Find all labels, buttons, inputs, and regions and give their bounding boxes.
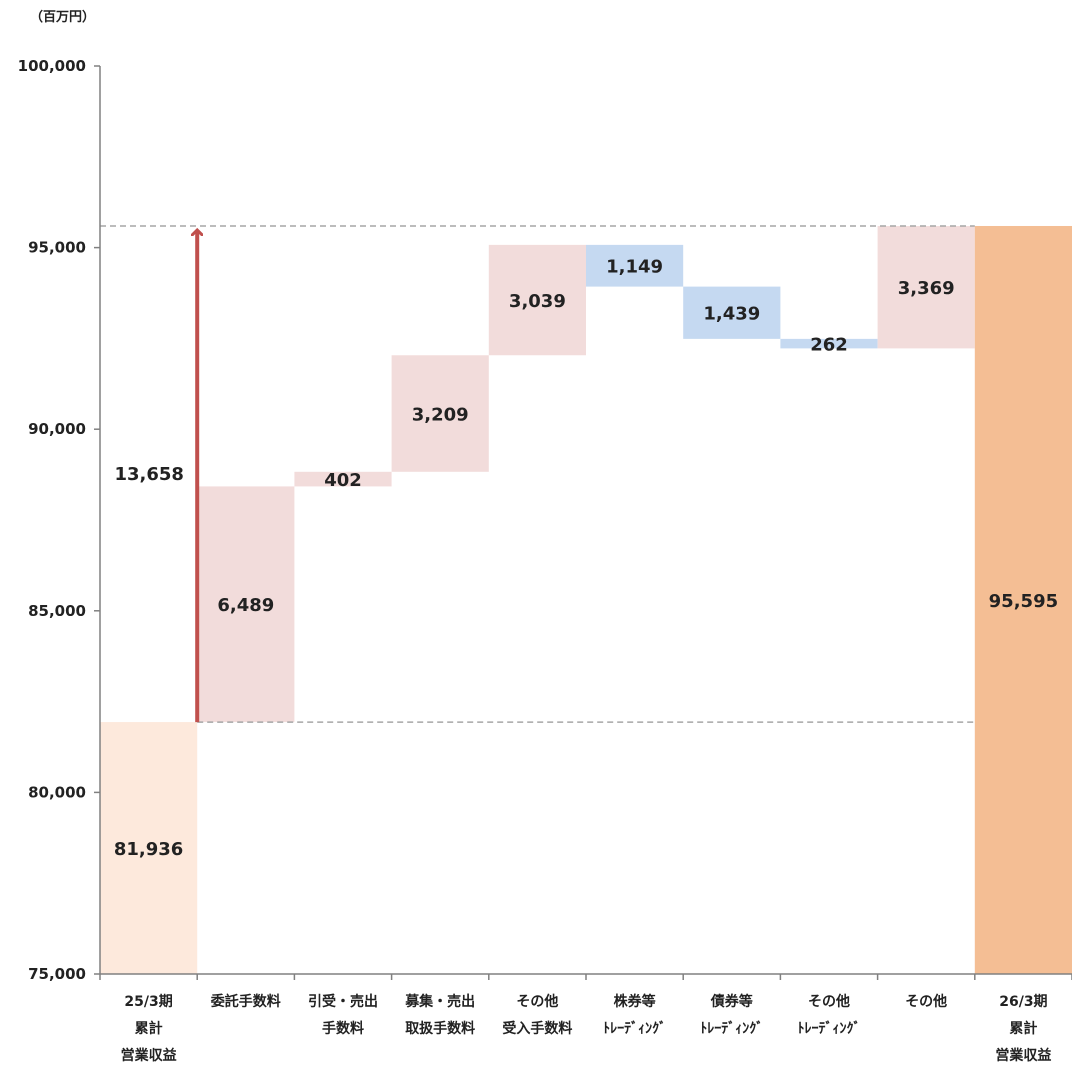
y-tick-label-4: 95,000 (28, 239, 86, 257)
category-label-0-line-2: 営業収益 (121, 1047, 177, 1064)
bar-6 (683, 286, 781, 339)
bar-8 (877, 226, 975, 349)
y-tick-label-5: 100,000 (18, 57, 86, 75)
bar-7 (780, 338, 878, 349)
category-label-6-line-0: 債券等 (710, 993, 753, 1010)
category-label-5-line-0: 株券等 (614, 993, 656, 1010)
category-label-7-line-0: その他 (808, 993, 850, 1010)
bar-9 (974, 225, 1072, 974)
category-label-2-line-1: 手数料 (322, 1020, 364, 1037)
category-label-2: 引受・売出手数料 (308, 993, 378, 1037)
y-tick-label-0: 75,000 (28, 965, 86, 983)
bar-value-label-6: 1,439 (703, 304, 760, 325)
y-tick-label-1: 80,000 (28, 783, 86, 801)
bar-2 (294, 471, 392, 487)
bar-value-label-0: 81,936 (114, 839, 183, 860)
bar-4 (488, 244, 586, 356)
category-label-0-line-1: 累計 (135, 1020, 163, 1037)
bar-value-label-2: 402 (324, 470, 362, 491)
bar-3 (391, 355, 489, 472)
bar-0 (100, 722, 198, 974)
bar-5 (586, 244, 684, 287)
bar-value-label-4: 3,039 (509, 291, 566, 312)
category-label-2-line-0: 引受・売出 (308, 993, 378, 1010)
bar-value-label-8: 3,369 (898, 278, 955, 299)
category-label-4-line-1: 受入手数料 (502, 1020, 572, 1037)
y-tick-label-2: 85,000 (28, 602, 86, 620)
bar-value-label-1: 6,489 (217, 595, 274, 616)
bar-value-label-5: 1,149 (606, 257, 663, 278)
bar-value-label-3: 3,209 (412, 405, 469, 426)
category-label-0: 25/3期累計営業収益 (121, 994, 177, 1064)
category-label-9-line-1: 累計 (1009, 1020, 1037, 1037)
category-label-9-line-2: 営業収益 (995, 1047, 1051, 1064)
category-label-7: その他 ﾄﾚｰﾃﾞｨﾝｸﾞ (798, 993, 861, 1037)
bar-value-label-7: 262 (810, 335, 848, 356)
category-label-9: 26/3期累計営業収益 (995, 994, 1051, 1064)
change-label: 13,658 (114, 464, 183, 485)
category-label-6-line-1: ﾄﾚｰﾃﾞｨﾝｸﾞ (700, 1020, 763, 1037)
category-label-7-line-1: ﾄﾚｰﾃﾞｨﾝｸﾞ (798, 1020, 861, 1037)
category-label-0-line-0: 25/3期 (124, 994, 172, 1010)
category-label-8: その他 (905, 993, 947, 1010)
category-label-8-line-0: その他 (905, 993, 947, 1010)
category-label-1-line-0: 委託手数料 (210, 993, 281, 1010)
category-label-4-line-0: その他 (516, 993, 558, 1010)
category-label-3-line-1: 取扱手数料 (405, 1020, 475, 1037)
category-label-3: 募集・売出取扱手数料 (404, 993, 475, 1037)
bar-value-label-9: 95,595 (989, 591, 1058, 612)
bar-1 (197, 486, 295, 723)
category-label-3-line-0: 募集・売出 (404, 993, 475, 1010)
y-tick-label-3: 90,000 (28, 420, 86, 438)
category-label-5: 株券等 ﾄﾚｰﾃﾞｨﾝｸﾞ (603, 993, 666, 1037)
category-label-1: 委託手数料 (210, 993, 281, 1010)
unit-label: （百万円） (30, 10, 96, 25)
category-label-6: 債券等 ﾄﾚｰﾃﾞｨﾝｸﾞ (700, 993, 763, 1037)
category-label-4: その他受入手数料 (502, 993, 572, 1037)
category-label-9-line-0: 26/3期 (999, 994, 1047, 1010)
category-label-5-line-1: ﾄﾚｰﾃﾞｨﾝｸﾞ (603, 1020, 666, 1037)
